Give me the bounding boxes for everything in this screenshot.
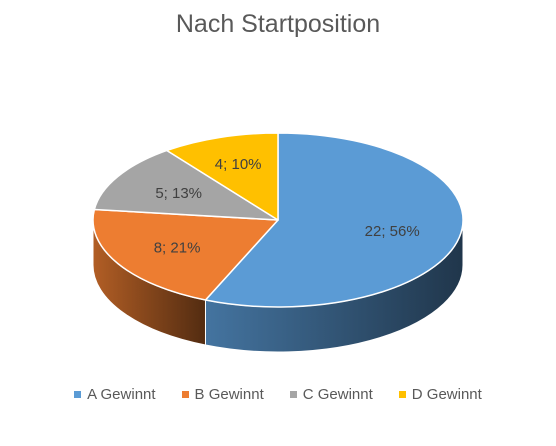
legend-label-d: D Gewinnt bbox=[411, 386, 482, 403]
legend-item-c: C Gewinnt bbox=[289, 386, 373, 403]
slice-d-gewinnt bbox=[166, 132, 279, 221]
data-label-0: 22; 56% bbox=[365, 223, 420, 240]
data-label-1: 8; 21% bbox=[154, 239, 201, 256]
data-label-2: 5; 13% bbox=[155, 185, 202, 202]
legend-label-c: C Gewinnt bbox=[302, 386, 373, 403]
legend: A Gewinnt B Gewinnt C Gewinnt D Gewinnt bbox=[0, 386, 556, 403]
legend-item-b: B Gewinnt bbox=[181, 386, 264, 403]
legend-swatch-a bbox=[74, 391, 82, 398]
slice-a-gewinnt bbox=[204, 132, 464, 308]
legend-item-a: A Gewinnt bbox=[74, 386, 156, 403]
legend-swatch-d bbox=[398, 391, 406, 398]
legend-swatch-c bbox=[289, 391, 297, 398]
legend-label-b: B Gewinnt bbox=[194, 386, 264, 403]
slice-c-gewinnt bbox=[93, 149, 279, 221]
legend-item-d: D Gewinnt bbox=[398, 386, 482, 403]
data-label-3: 4; 10% bbox=[215, 156, 262, 173]
slice-b-gewinnt bbox=[92, 208, 279, 301]
legend-label-a: A Gewinnt bbox=[87, 386, 156, 403]
legend-swatch-b bbox=[181, 391, 189, 398]
chart-title: Nach Startposition bbox=[175, 10, 381, 38]
